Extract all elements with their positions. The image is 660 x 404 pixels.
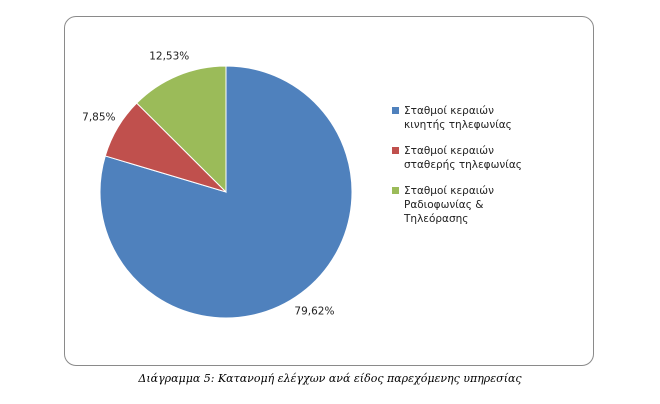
legend-swatch-fixed [392,147,399,154]
data-label-mobile: 79,62% [294,306,334,318]
legend-label-mobile-line2: κινητής τηλεφωνίας [404,119,512,131]
pie-slice-mobile [99,65,353,319]
figure-caption: Διάγραμμα 5: Κατανομή ελέγχων ανά είδος … [138,372,522,385]
legend-label-fixed-line1: Σταθμοί κεραιών [404,145,494,157]
legend-label-radio-tv-line2: Ραδιοφωνίας & [404,199,484,211]
legend-swatch-radio-tv [392,187,399,194]
legend-label-fixed-line2: σταθερής τηλεφωνίας [404,159,522,171]
legend-label-radio-tv-line3: Τηλεόρασης [404,213,469,225]
legend-label-mobile-line1: Σταθμοί κεραιών [404,105,494,117]
legend-label-radio-tv-line1: Σταθμοί κεραιών [404,185,494,197]
legend-swatch-mobile [392,107,399,114]
legend: Σταθμοί κεραιών κινητής τηλεφωνίας Σταθμ… [392,104,592,238]
legend-item-fixed: Σταθμοί κεραιών σταθερής τηλεφωνίας [392,144,592,172]
pie-slice-radio-tv [136,65,227,194]
data-label-radio-tv: 12,53% [149,50,189,62]
data-label-fixed: 7,85% [82,111,115,123]
legend-item-radio-tv: Σταθμοί κεραιών Ραδιοφωνίας & Τηλεόρασης [392,184,592,226]
legend-item-mobile: Σταθμοί κεραιών κινητής τηλεφωνίας [392,104,592,132]
